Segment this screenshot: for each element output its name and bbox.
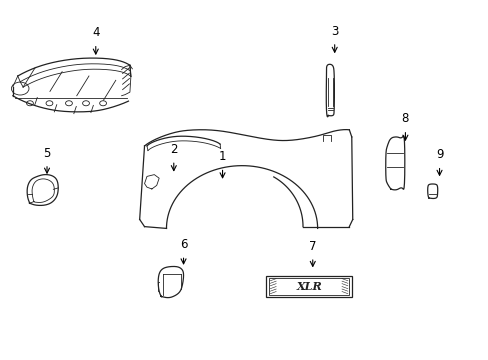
Bar [268, 278, 348, 295]
Text: 4: 4 [92, 26, 100, 40]
Text: 6: 6 [180, 238, 187, 251]
Text: 1: 1 [218, 150, 226, 163]
Text: 5: 5 [43, 147, 51, 159]
Text: 8: 8 [401, 112, 408, 126]
Text: 2: 2 [170, 143, 177, 156]
Text: 9: 9 [435, 148, 443, 161]
Text: XLR: XLR [296, 281, 321, 292]
Bar [266, 276, 351, 297]
Text: 3: 3 [330, 24, 338, 38]
Text: 7: 7 [308, 240, 316, 253]
